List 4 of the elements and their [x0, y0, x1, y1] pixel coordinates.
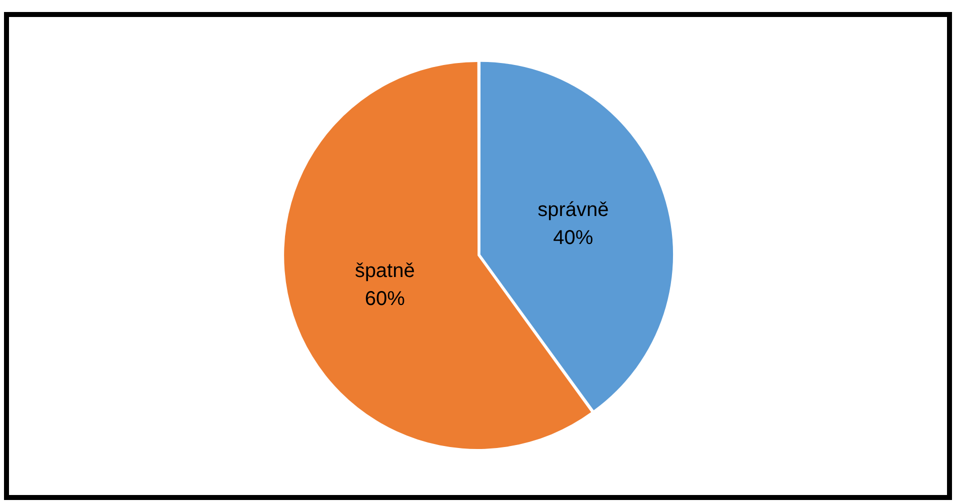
slice-label: správně [538, 198, 609, 221]
slice-label: špatně [354, 260, 415, 282]
data-label: 40% [553, 226, 594, 249]
data-label: 60% [364, 288, 406, 310]
